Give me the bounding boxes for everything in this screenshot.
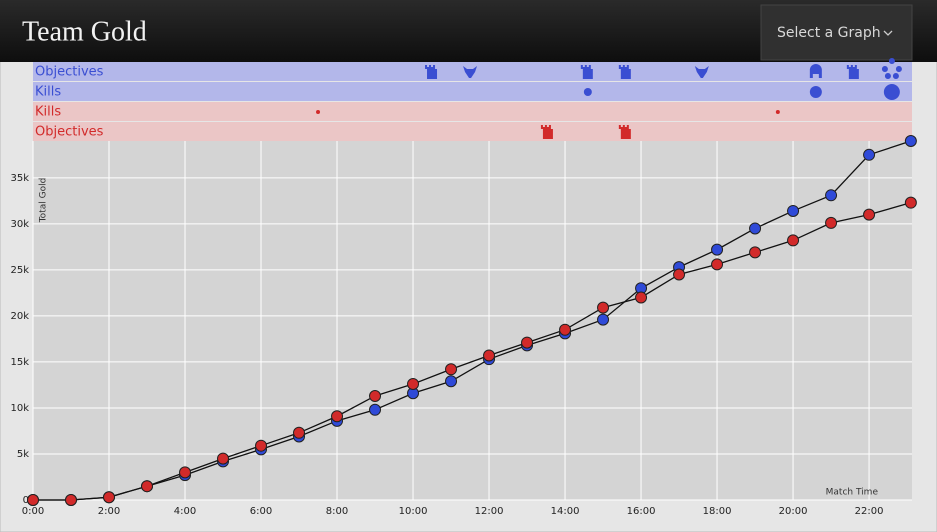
data-point: [863, 208, 876, 221]
objective-icon: [580, 65, 593, 79]
x-tick-label: 18:00: [703, 506, 732, 517]
data-point: [635, 291, 648, 304]
data-point: [331, 410, 344, 423]
data-point: [521, 336, 534, 349]
data-point: [825, 216, 838, 229]
objective-icon: [881, 58, 902, 79]
data-point: [559, 323, 572, 336]
kill-marker: [809, 86, 822, 98]
data-point: [597, 301, 610, 314]
plot-area: [33, 141, 912, 500]
objective-icon: [618, 125, 631, 139]
objective-icon: [463, 66, 478, 78]
page-title: Team Gold: [22, 16, 147, 47]
data-point: [749, 246, 762, 259]
event-row: [33, 82, 912, 101]
y-tick-label: 15k: [10, 357, 29, 368]
data-point: [787, 234, 800, 247]
graph-select[interactable]: [760, 4, 913, 61]
data-point: [904, 135, 917, 147]
data-point: [825, 189, 838, 202]
chevron[interactable]: [883, 30, 893, 36]
data-point: [217, 452, 230, 465]
data-point: [863, 148, 876, 161]
y-tick-label: 5k: [17, 449, 29, 460]
data-point: [369, 389, 382, 402]
data-point: [749, 222, 762, 235]
data-point: [369, 403, 382, 416]
x-tick-label: 4:00: [174, 506, 196, 517]
y-tick-label: 0: [23, 495, 29, 506]
kill-marker: [316, 110, 321, 114]
data-point: [711, 243, 724, 256]
x-tick-label: 10:00: [399, 506, 428, 517]
objective-icon: [846, 65, 859, 79]
data-point: [597, 313, 610, 326]
data-point: [407, 378, 420, 391]
data-point: [673, 268, 686, 281]
event-row: [33, 122, 912, 141]
event-row-label: Objectives: [35, 65, 104, 80]
x-tick-label: 16:00: [627, 506, 656, 517]
y-tick-label: 30k: [10, 219, 29, 230]
objective-icon: [540, 125, 553, 139]
data-point: [27, 494, 39, 506]
x-tick-label: 2:00: [98, 506, 120, 517]
x-tick-label: 22:00: [855, 506, 884, 517]
kill-marker: [583, 88, 592, 96]
x-axis-label: Match Time: [826, 488, 879, 498]
event-row-label: Kills: [35, 85, 61, 100]
objective-icon: [618, 65, 631, 79]
y-axis-label: Total Gold: [39, 178, 49, 224]
objective-icon: [425, 65, 438, 79]
x-tick-label: 8:00: [326, 506, 348, 517]
data-point: [904, 196, 917, 209]
data-point: [179, 466, 192, 479]
event-row: [33, 102, 912, 121]
data-point: [255, 439, 268, 452]
x-tick-label: 20:00: [779, 506, 808, 517]
x-tick-label: 6:00: [250, 506, 272, 517]
data-point: [103, 491, 116, 504]
data-point: [787, 204, 800, 217]
x-tick-label: 0:00: [22, 506, 44, 517]
data-point: [293, 426, 306, 439]
series-line: [33, 202, 912, 501]
data-point: [141, 480, 154, 493]
data-point: [483, 349, 496, 362]
y-tick-label: 10k: [10, 403, 29, 414]
data-point: [445, 375, 458, 388]
event-row-label: Objectives: [35, 125, 104, 140]
x-tick-label: 12:00: [475, 506, 504, 517]
data-point: [711, 258, 724, 271]
data-point: [445, 363, 458, 376]
data-point: [65, 494, 78, 506]
kill-marker: [883, 84, 900, 100]
y-tick-label: 35k: [10, 173, 29, 184]
graph-select-label[interactable]: Select a Graph: [777, 25, 881, 41]
kill-marker: [775, 110, 780, 114]
y-tick-label: 20k: [10, 311, 29, 322]
series-line: [33, 140, 912, 501]
event-row-label: Kills: [35, 105, 61, 120]
objective-icon: [809, 64, 822, 78]
y-tick-label: 25k: [10, 265, 29, 276]
x-tick-label: 14:00: [551, 506, 580, 517]
objective-icon: [694, 66, 709, 78]
